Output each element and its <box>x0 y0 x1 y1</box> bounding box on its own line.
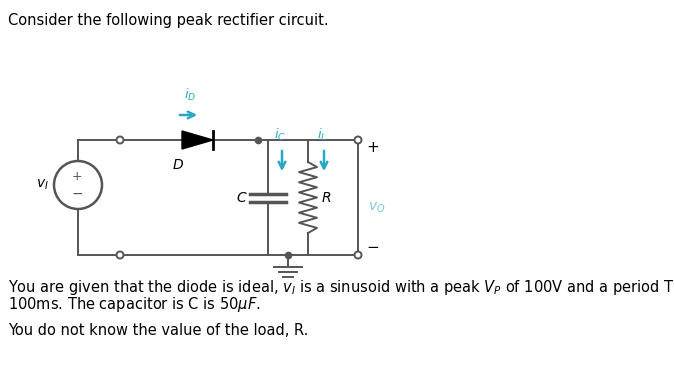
Text: You do not know the value of the load, R.: You do not know the value of the load, R… <box>8 323 309 338</box>
Circle shape <box>117 137 123 144</box>
Text: 100ms. The capacitor is C is $50\mu F$.: 100ms. The capacitor is C is $50\mu F$. <box>8 295 261 314</box>
Text: $v_I$: $v_I$ <box>36 178 49 192</box>
Text: $i_C$: $i_C$ <box>274 127 286 143</box>
Text: $i_L$: $i_L$ <box>317 127 327 143</box>
Text: $v_O$: $v_O$ <box>368 200 386 215</box>
Text: D: D <box>173 158 183 172</box>
Text: −: − <box>71 187 83 201</box>
Text: You are given that the diode is ideal, $v_I$ is a sinusoid with a peak $V_P$ of : You are given that the diode is ideal, $… <box>8 278 674 297</box>
Circle shape <box>355 252 361 259</box>
Circle shape <box>355 137 361 144</box>
Text: $i_D$: $i_D$ <box>184 87 197 103</box>
Circle shape <box>117 252 123 259</box>
Polygon shape <box>182 131 213 149</box>
Text: −: − <box>366 239 379 255</box>
Text: +: + <box>71 171 82 184</box>
Text: Consider the following peak rectifier circuit.: Consider the following peak rectifier ci… <box>8 13 329 28</box>
Text: C: C <box>237 191 246 205</box>
Text: +: + <box>366 141 379 155</box>
Text: R: R <box>322 191 332 205</box>
